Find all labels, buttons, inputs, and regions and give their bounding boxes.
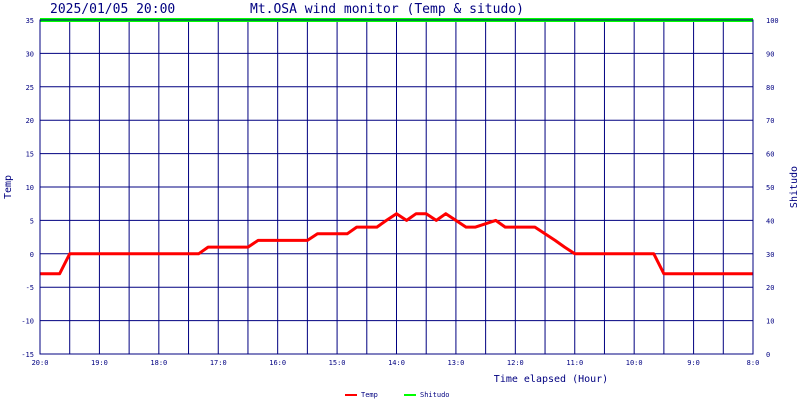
y-tick-right-label: 80 (766, 84, 774, 92)
y-tick-right-label: 50 (766, 184, 774, 192)
y-tick-right-label: 40 (766, 217, 774, 225)
legend-temp-label: Temp (361, 391, 378, 399)
x-tick-label: 8:0 (747, 359, 760, 367)
y-tick-left-label: 30 (26, 50, 34, 58)
y-axis-left-ticks: -15 -10 -5 0 5 10 15 20 25 30 35 (21, 17, 34, 359)
y-tick-left-label: 5 (30, 217, 34, 225)
datetime-label: 2025/01/05 20:00 (50, 2, 175, 17)
y-tick-right-label: 60 (766, 151, 774, 159)
y-tick-left-label: -5 (26, 284, 34, 292)
series-line-temp (40, 212, 753, 276)
y-axis-right-ticks: 0 10 20 30 40 50 60 70 80 90 100 (766, 17, 779, 359)
x-tick-label: 20:0 (32, 359, 49, 367)
y-tick-left-label: -15 (21, 351, 34, 359)
x-tick-label: 13:0 (447, 359, 464, 367)
x-tick-label: 10:0 (626, 359, 643, 367)
y-tick-left-label: 20 (26, 117, 34, 125)
x-tick-label: 19:0 (91, 359, 108, 367)
x-axis-ticks: 20:0 19:0 18:0 17:0 16:0 15:0 14:0 13:0 12:0 11:0… (32, 359, 760, 367)
y-tick-left-label: 35 (26, 17, 34, 25)
y-tick-left-label: 25 (26, 84, 34, 92)
chart-title: Mt.OSA wind monitor (Temp & situdo) (250, 2, 524, 17)
x-tick-label: 14:0 (388, 359, 405, 367)
y-tick-left-label: -10 (21, 318, 34, 326)
y-tick-right-label: 90 (766, 50, 774, 58)
y-tick-right-label: 100 (766, 17, 779, 25)
x-tick-label: 16:0 (269, 359, 286, 367)
x-tick-label: 11:0 (566, 359, 583, 367)
y-axis-right-label: Shitudo (789, 166, 800, 208)
legend-shitudo-label: Shitudo (420, 391, 450, 399)
y-tick-left-label: 0 (30, 251, 34, 259)
y-tick-right-label: 10 (766, 318, 774, 326)
y-axis-left-label: Temp (3, 175, 14, 199)
y-tick-left-label: 15 (26, 151, 34, 159)
x-axis-label: Time elapsed (Hour) (494, 374, 608, 385)
x-tick-label: 18:0 (150, 359, 167, 367)
legend: Temp Shitudo (345, 391, 450, 399)
x-tick-label: 15:0 (329, 359, 346, 367)
y-tick-right-label: 70 (766, 117, 774, 125)
plot-frame (39, 19, 754, 355)
x-tick-label: 17:0 (210, 359, 227, 367)
x-tick-label: 12:0 (507, 359, 524, 367)
y-tick-right-label: 0 (766, 351, 770, 359)
grid (39, 19, 754, 355)
y-tick-right-label: 20 (766, 284, 774, 292)
x-tick-label: 9:0 (687, 359, 700, 367)
y-tick-left-label: 10 (26, 184, 34, 192)
y-tick-right-label: 30 (766, 251, 774, 259)
